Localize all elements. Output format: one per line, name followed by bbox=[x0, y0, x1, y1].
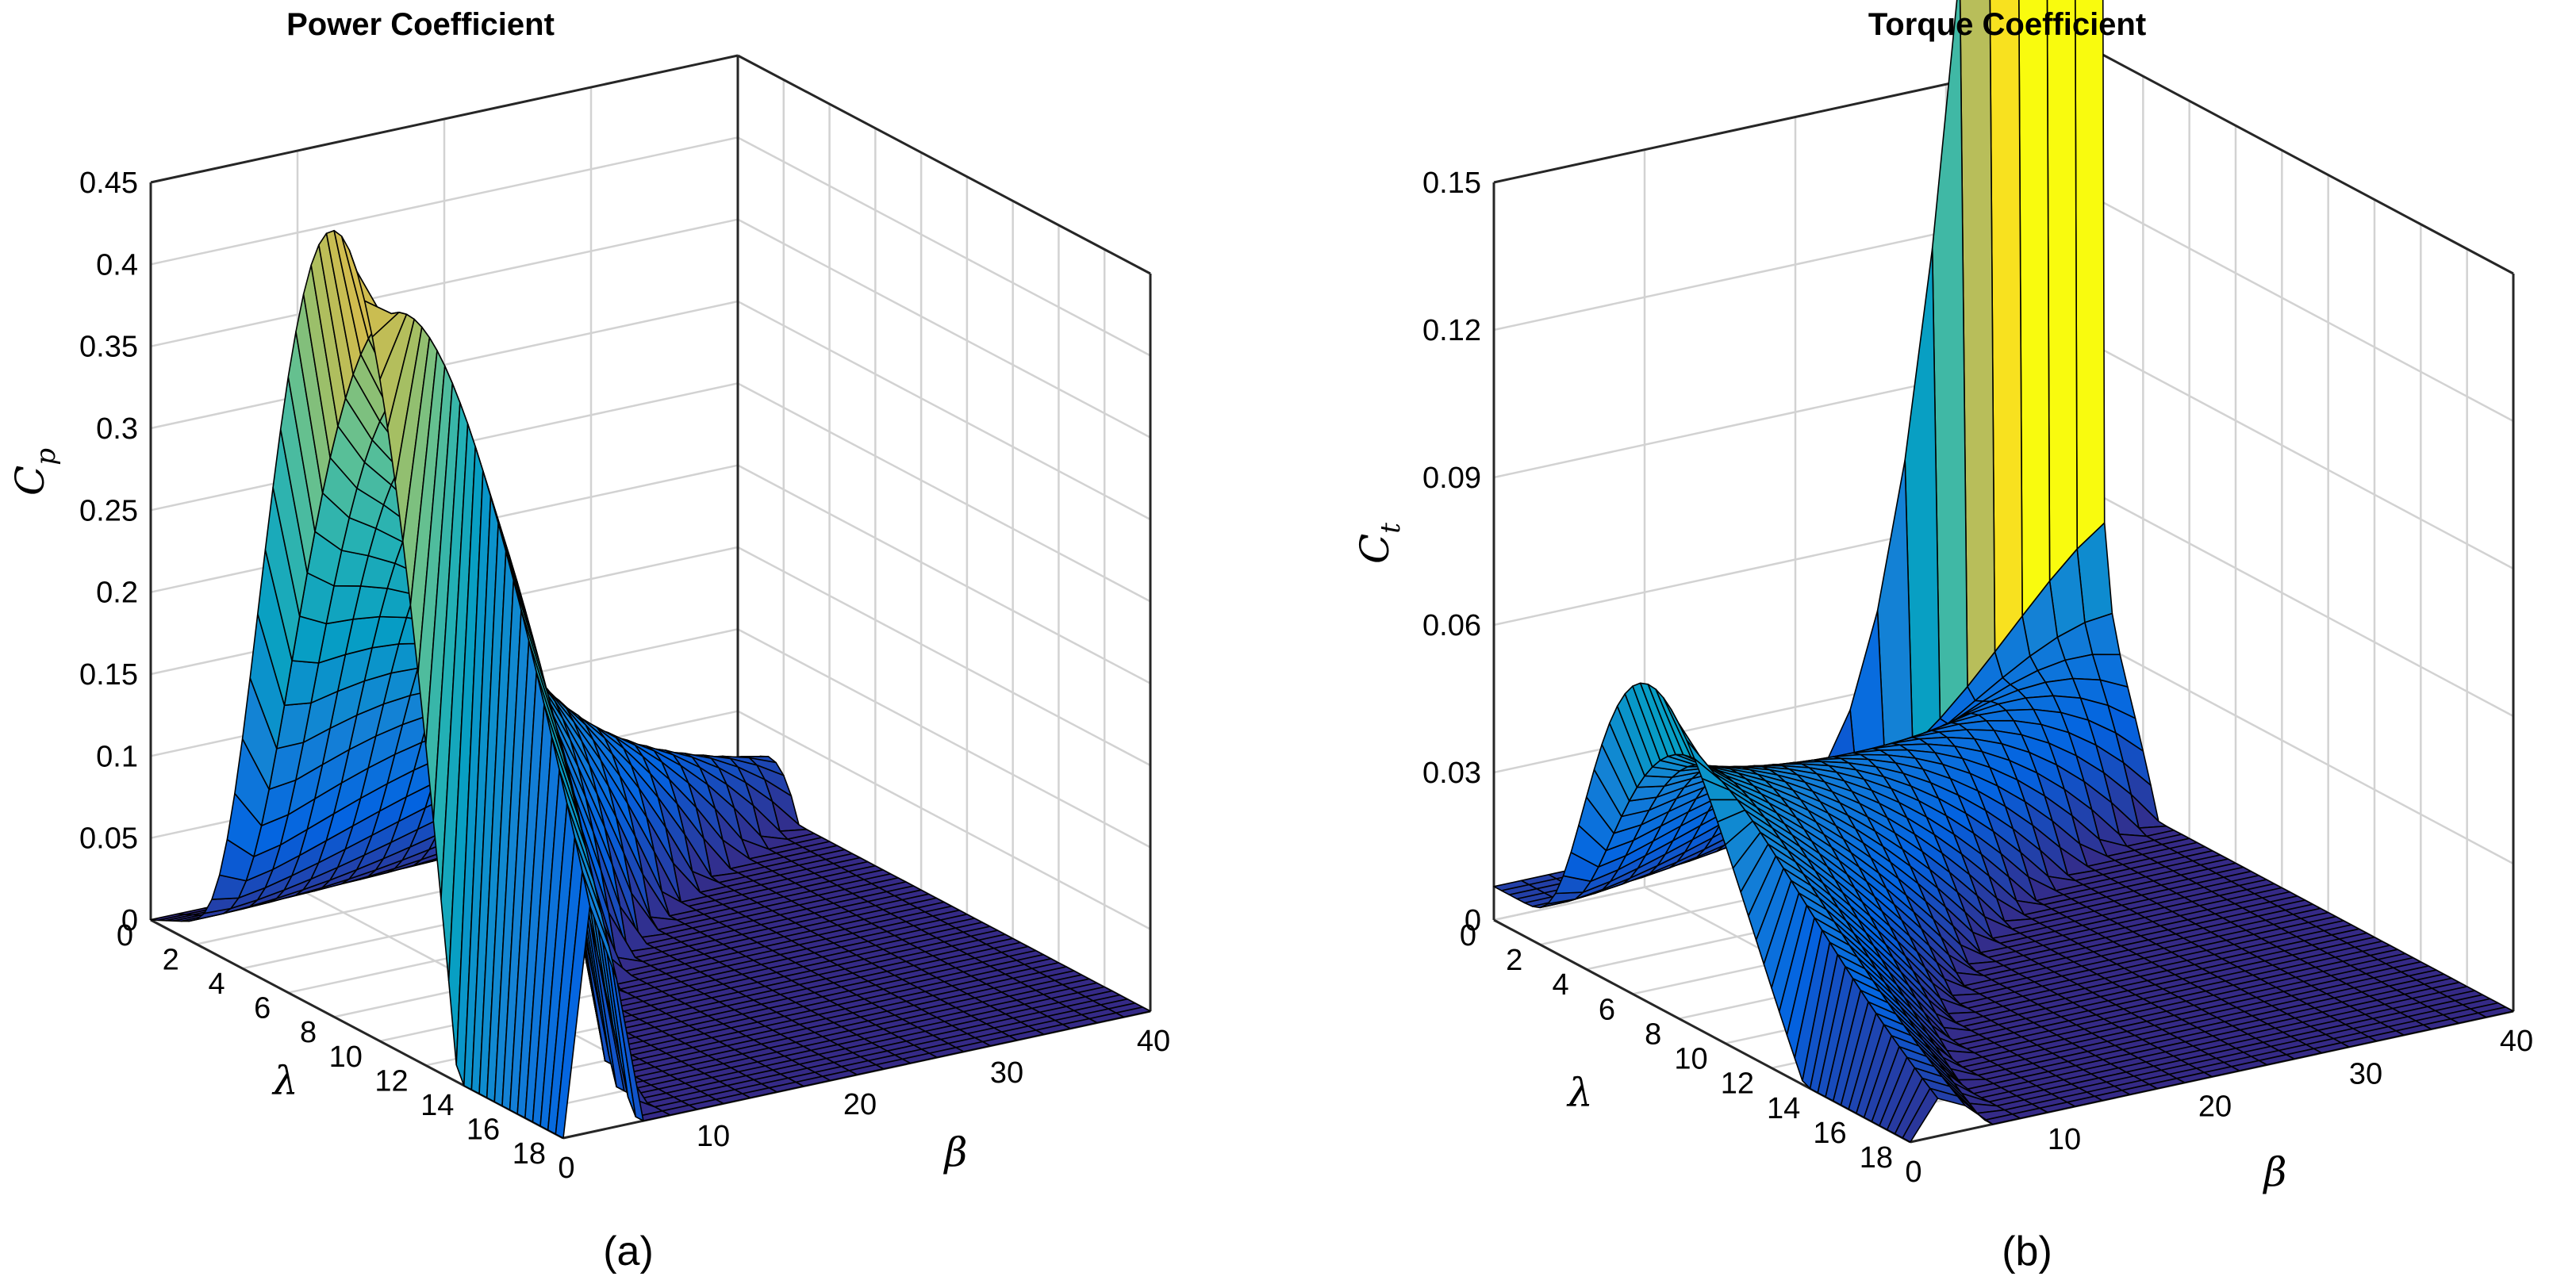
axis-ticks: 00.050.10.150.20.250.30.350.40.450246810… bbox=[79, 167, 1170, 1185]
grid-line bbox=[737, 382, 1151, 603]
chart-title: Torque Coefficient bbox=[1868, 7, 2146, 42]
lambda-axis-label: λ bbox=[1566, 1070, 1593, 1116]
beta-tick-label: 10 bbox=[2048, 1123, 2081, 1156]
lambda-axis-label: λ bbox=[271, 1058, 298, 1104]
z-tick-label: 0.2 bbox=[96, 577, 138, 610]
lambda-tick-label: 10 bbox=[329, 1041, 363, 1074]
lambda-tick-label: 4 bbox=[208, 968, 225, 1001]
grid-line bbox=[737, 464, 1151, 684]
beta-axis-label: β bbox=[943, 1129, 968, 1175]
beta-tick-label: 30 bbox=[2349, 1057, 2382, 1090]
lambda-tick-label: 10 bbox=[1674, 1043, 1707, 1076]
caption-a: (a) bbox=[603, 1228, 654, 1274]
lambda-tick-label: 14 bbox=[420, 1089, 454, 1122]
lambda-tick-label: 12 bbox=[1721, 1067, 1754, 1101]
lambda-tick-label: 16 bbox=[466, 1113, 500, 1146]
z-tick-label: 0.09 bbox=[1422, 462, 1481, 495]
grid-line bbox=[737, 710, 1151, 930]
lambda-tick-label: 12 bbox=[374, 1064, 408, 1098]
beta-tick-label: 10 bbox=[697, 1120, 730, 1153]
lambda-tick-label: 2 bbox=[1506, 944, 1522, 977]
z-tick-label: 0.06 bbox=[1422, 609, 1481, 642]
z-tick-label: 0.15 bbox=[1422, 167, 1481, 200]
grid-line bbox=[150, 136, 739, 266]
caption-b: (b) bbox=[2002, 1228, 2052, 1274]
z-tick-label: 0.15 bbox=[79, 658, 138, 692]
beta-tick-label: 20 bbox=[843, 1088, 877, 1121]
grid-line bbox=[150, 218, 739, 347]
beta-tick-label: 40 bbox=[1137, 1025, 1170, 1058]
cp-surface bbox=[150, 229, 1151, 1139]
lambda-tick-label: 0 bbox=[1460, 919, 1476, 952]
grid-line bbox=[737, 628, 1151, 849]
z-tick-label: 0.45 bbox=[79, 167, 138, 200]
z-tick-label: 0.12 bbox=[1422, 314, 1481, 347]
z-tick-label: 0.03 bbox=[1422, 757, 1481, 790]
z-tick-label: 0.3 bbox=[96, 412, 138, 446]
lambda-tick-label: 14 bbox=[1767, 1092, 1800, 1125]
power-coefficient-plot: 00.050.10.150.20.250.30.350.40.450246810… bbox=[7, 7, 1170, 1274]
z-tick-label: 0.35 bbox=[79, 331, 138, 364]
axis-line bbox=[150, 54, 739, 184]
beta-axis-label: β bbox=[2263, 1149, 2287, 1195]
grid-line bbox=[737, 300, 1151, 521]
surface-patch bbox=[1902, 1087, 1939, 1143]
cp-axis-label: Cp bbox=[7, 448, 62, 496]
beta-tick-label: 0 bbox=[558, 1152, 574, 1185]
lambda-tick-label: 2 bbox=[163, 944, 179, 977]
grid-line bbox=[737, 218, 1151, 439]
grid-line bbox=[2096, 493, 2514, 718]
grid-line bbox=[2096, 345, 2514, 570]
surface-patch bbox=[555, 871, 591, 1139]
grid-line bbox=[2096, 640, 2514, 865]
lambda-tick-label: 18 bbox=[1860, 1141, 1893, 1175]
lambda-tick-label: 18 bbox=[513, 1137, 546, 1171]
grid-line bbox=[737, 136, 1151, 357]
axis-line bbox=[2096, 50, 2514, 275]
lambda-tick-label: 6 bbox=[1599, 993, 1615, 1026]
beta-tick-label: 20 bbox=[2198, 1090, 2232, 1124]
z-tick-label: 0.4 bbox=[96, 248, 138, 282]
grid-line bbox=[2096, 197, 2514, 423]
lambda-tick-label: 0 bbox=[117, 919, 133, 952]
grid-line bbox=[737, 546, 1151, 767]
z-tick-label: 0 bbox=[1465, 904, 1481, 937]
lambda-tick-label: 6 bbox=[254, 992, 271, 1025]
beta-tick-label: 0 bbox=[1905, 1156, 1921, 1189]
lambda-tick-label: 8 bbox=[1645, 1018, 1661, 1051]
lambda-tick-label: 16 bbox=[1813, 1117, 1846, 1150]
z-tick-label: 0.25 bbox=[79, 494, 138, 527]
chart-title: Power Coefficient bbox=[286, 7, 555, 42]
axis-line bbox=[737, 54, 1151, 275]
z-tick-label: 0 bbox=[121, 904, 138, 937]
ct-surface bbox=[1493, 0, 2514, 1143]
lambda-tick-label: 4 bbox=[1553, 968, 1569, 1002]
z-tick-label: 0.05 bbox=[79, 822, 138, 856]
lambda-tick-label: 8 bbox=[300, 1016, 317, 1049]
beta-tick-label: 30 bbox=[990, 1056, 1023, 1090]
beta-tick-label: 40 bbox=[2500, 1025, 2533, 1058]
z-tick-label: 0.1 bbox=[96, 740, 138, 773]
ct-axis-label: Ct bbox=[1352, 523, 1407, 564]
